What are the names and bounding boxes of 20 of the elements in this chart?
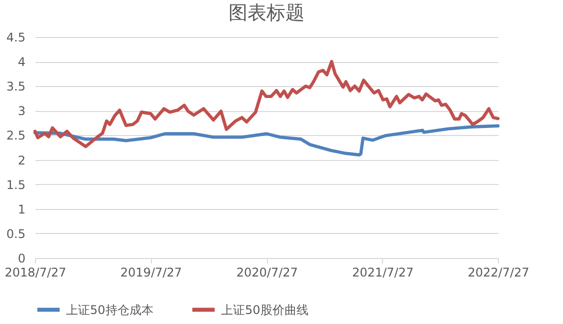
x-tick-label: 2019/7/27 — [120, 266, 182, 280]
y-tick-label: 4.5 — [6, 30, 26, 44]
y-tick-label: 4 — [18, 55, 26, 70]
x-tick-label: 2018/7/27 — [4, 266, 66, 280]
chart-title: 图表标题 — [228, 2, 304, 24]
line-series — [33, 124, 500, 156]
legend-label: 上证50股价曲线 — [221, 302, 308, 317]
y-tick-label: 3 — [18, 104, 26, 118]
x-tick-label: 2021/7/27 — [352, 266, 414, 280]
x-tick-label: 2022/7/27 — [468, 266, 530, 280]
line-series — [33, 60, 500, 148]
y-tick-label: 2 — [18, 153, 26, 168]
y-tick-label: 0 — [18, 252, 26, 266]
y-tick-label: 0.5 — [6, 226, 26, 241]
y-tick-label: 1.5 — [6, 178, 26, 192]
y-tick-label: 2.5 — [6, 128, 26, 143]
y-tick-label: 3.5 — [6, 80, 26, 94]
legend-label: 上证50持仓成本 — [66, 302, 154, 317]
y-tick-label: 1 — [18, 202, 26, 216]
x-tick-label: 2020/7/27 — [236, 266, 298, 280]
